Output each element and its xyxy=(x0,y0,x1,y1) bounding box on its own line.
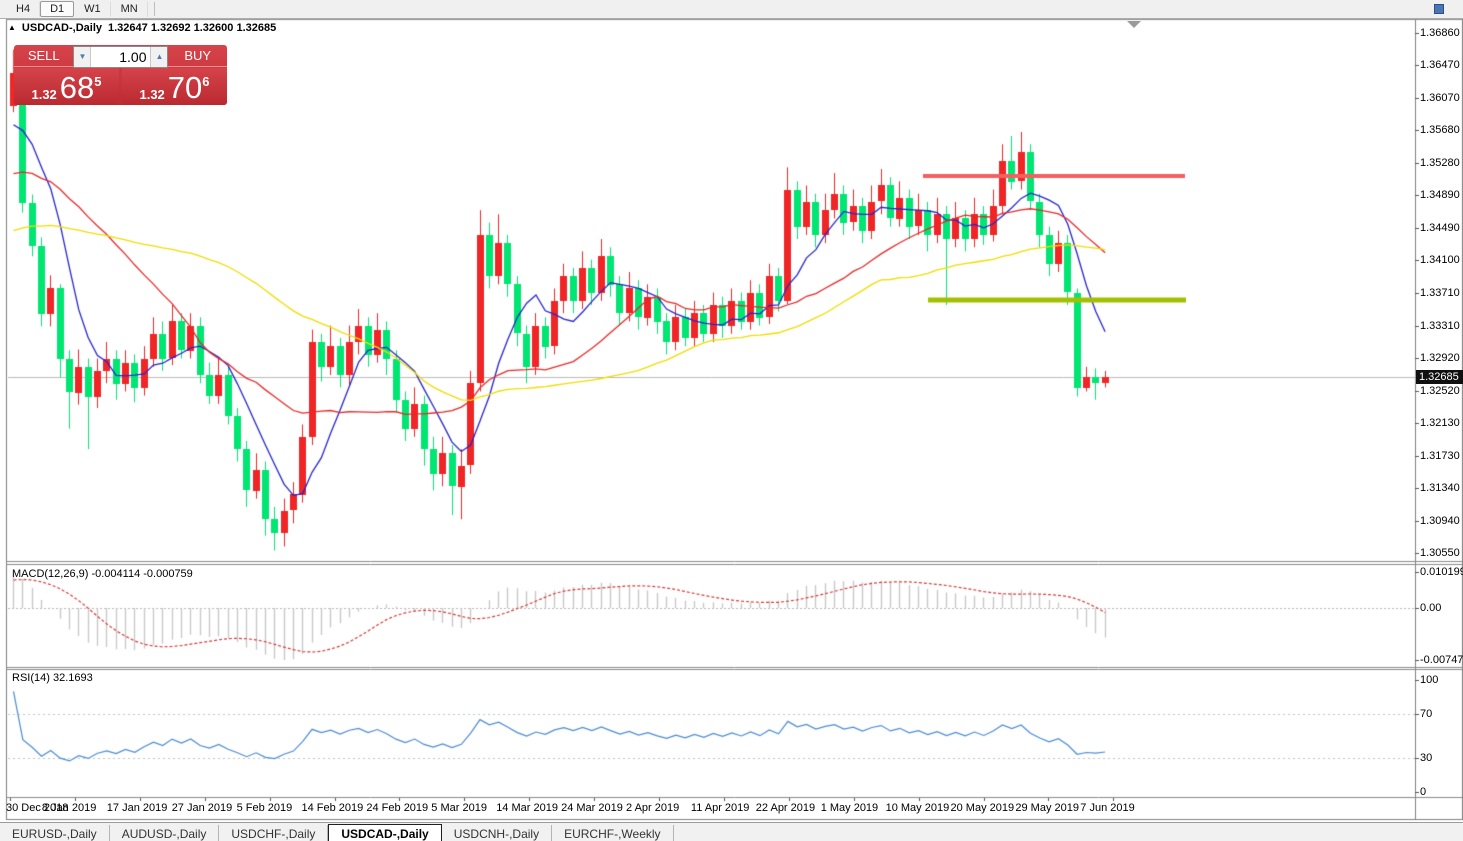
price-axis-tick-label: 1.32130 xyxy=(1420,416,1460,429)
date-axis-label: 30 Dec 2018 xyxy=(6,802,69,814)
collapse-trade-panel-arrow[interactable]: ▲ xyxy=(8,22,16,32)
date-axis-label: 20 May 2019 xyxy=(950,802,1015,814)
date-axis-label: 11 Apr 2019 xyxy=(690,802,750,814)
price-axis-tick-label: 1.32520 xyxy=(1420,384,1460,397)
chart-title-line: ▲ USDCAD-,Daily 1.32647 1.32692 1.32600 … xyxy=(8,21,276,34)
sell-price-prefix: 1.32 xyxy=(31,87,57,102)
date-axis-label: 8 Jan 2019 xyxy=(41,802,97,814)
chart-tab-audusd[interactable]: AUDUSD-,Daily xyxy=(110,825,220,841)
macd-axis-tick-label: 0.010199 xyxy=(1420,566,1463,578)
buy-price-button[interactable]: 1.32 70 6 xyxy=(122,68,227,105)
timeframe-toolbar: H4 D1 W1 MN xyxy=(0,0,1463,19)
date-axis-label: 14 Feb 2019 xyxy=(301,802,364,814)
chart-window-icon xyxy=(1434,4,1444,14)
price-axis-tick-label: 1.31730 xyxy=(1420,449,1460,462)
ohlc-values: 1.32647 1.32692 1.32600 1.32685 xyxy=(108,21,277,34)
sell-price-big: 68 xyxy=(59,70,95,105)
rsi-axis-tick-label: 30 xyxy=(1420,752,1433,765)
sell-price-pipette: 5 xyxy=(94,74,102,89)
chart-tab-eurchf[interactable]: EURCHF-,Weekly xyxy=(552,825,674,841)
one-click-trading-panel: SELL ▼ ▲ BUY 1.32 68 5 1.32 70 6 xyxy=(14,45,227,105)
current-price-badge: 1.32685 xyxy=(1416,370,1463,385)
price-axis-tick-label: 1.36070 xyxy=(1420,92,1460,105)
price-axis-tick-label: 1.33310 xyxy=(1420,319,1460,332)
price-axis-tick-label: 1.34890 xyxy=(1420,189,1460,202)
macd-axis-tick-label: 0.00 xyxy=(1420,601,1442,614)
date-axis-label: 24 Mar 2019 xyxy=(561,802,623,814)
price-axis-tick-label: 1.35680 xyxy=(1420,124,1460,137)
date-axis-label: 7 Jun 2019 xyxy=(1080,802,1135,814)
chart-tab-usdchf[interactable]: USDCHF-,Daily xyxy=(219,825,329,841)
buy-price-pipette: 6 xyxy=(202,74,210,89)
buy-price-big: 70 xyxy=(167,70,203,105)
price-axis-tick-label: 1.36860 xyxy=(1420,27,1460,39)
date-axis-label: 5 Feb 2019 xyxy=(236,802,293,814)
rsi-pane[interactable] xyxy=(7,671,1415,796)
sell-button[interactable]: SELL xyxy=(14,45,74,67)
date-axis-label: 24 Feb 2019 xyxy=(366,802,429,814)
price-axis-tick-label: 1.34490 xyxy=(1420,222,1460,235)
chart-tab-usdcad[interactable]: USDCAD-,Daily xyxy=(328,824,442,841)
price-axis-tick-label: 1.30940 xyxy=(1420,514,1460,527)
timeframe-button-d1[interactable]: D1 xyxy=(40,1,75,17)
chart-tab-eurusd[interactable]: EURUSD-,Daily xyxy=(0,825,110,841)
price-axis-tick-label: 1.30550 xyxy=(1420,547,1460,559)
toolbar-separator xyxy=(153,2,155,16)
date-axis-label: 1 May 2019 xyxy=(820,802,879,814)
date-axis-label: 10 May 2019 xyxy=(885,802,950,814)
date-axis-label: 17 Jan 2019 xyxy=(106,802,168,814)
buy-button[interactable]: BUY xyxy=(168,45,227,67)
rsi-axis-tick-label: 100 xyxy=(1420,674,1439,686)
spinner-down-icon: ▼ xyxy=(78,52,87,61)
price-axis-tick-label: 1.36470 xyxy=(1420,59,1460,72)
timeframe-button-mn[interactable]: MN xyxy=(111,1,148,17)
rsi-axis-tick-label: 0 xyxy=(1420,786,1427,798)
chart-symbol-title: USDCAD-,Daily xyxy=(21,21,102,34)
macd-axis-tick-label: -0.007476 xyxy=(1420,654,1463,666)
volume-spinner: ▼ ▲ xyxy=(73,46,169,68)
timeframe-button-w1[interactable]: W1 xyxy=(74,1,111,17)
date-axis-label: 14 Mar 2019 xyxy=(496,802,558,814)
volume-decrease-button[interactable]: ▼ xyxy=(74,47,92,67)
price-axis-tick-label: 1.32920 xyxy=(1420,351,1460,364)
spinner-up-icon: ▲ xyxy=(155,52,164,61)
rsi-axis-tick-label: 70 xyxy=(1420,707,1433,720)
macd-indicator-label: MACD(12,26,9) -0.004114 -0.000759 xyxy=(12,568,193,580)
price-axis-tick-label: 1.35280 xyxy=(1420,157,1460,170)
rsi-indicator-label: RSI(14) 32.1693 xyxy=(12,672,93,684)
chart-shift-marker-icon[interactable] xyxy=(1127,21,1141,28)
date-axis-label: 22 Apr 2019 xyxy=(755,802,816,814)
chart-tab-usdcnh[interactable]: USDCNH-,Daily xyxy=(442,825,553,841)
volume-increase-button[interactable]: ▲ xyxy=(150,47,168,67)
date-axis-label: 27 Jan 2019 xyxy=(171,802,233,814)
price-axis-tick-label: 1.31340 xyxy=(1420,481,1460,494)
timeframe-button-h4[interactable]: H4 xyxy=(6,1,41,17)
date-axis-label: 2 Apr 2019 xyxy=(626,802,680,814)
volume-input[interactable] xyxy=(91,47,151,67)
price-axis-tick-label: 1.33710 xyxy=(1420,286,1460,299)
sell-price-button[interactable]: 1.32 68 5 xyxy=(14,68,119,105)
date-axis-label: 5 Mar 2019 xyxy=(431,802,487,814)
chart-tab-bar: EURUSD-,Daily AUDUSD-,Daily USDCHF-,Daily U… xyxy=(0,822,1463,841)
macd-pane[interactable] xyxy=(7,566,1415,666)
price-axis-tick-label: 1.34100 xyxy=(1420,254,1460,267)
buy-price-prefix: 1.32 xyxy=(139,87,165,102)
date-axis-label: 29 May 2019 xyxy=(1015,802,1079,814)
